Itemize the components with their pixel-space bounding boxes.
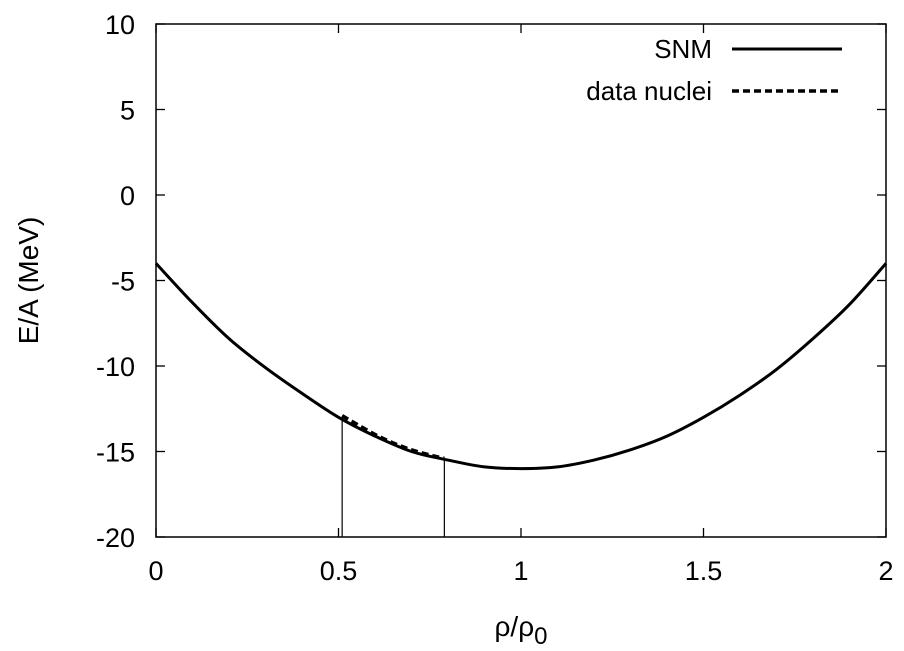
series-line-snm [154,262,888,471]
x-tick-label: 0 [148,556,163,586]
density-range-markers [341,417,445,537]
x-axis-label-subscript: 0 [534,623,547,650]
legend: SNM data nuclei [586,34,842,106]
y-tick-label: -15 [96,438,135,468]
x-axis-label-main: ρ/ρ [495,611,535,642]
legend-label: SNM [654,34,712,64]
legend-label: data nuclei [586,76,712,106]
plot-frame [155,23,887,538]
y-tick-label: -20 [96,523,135,553]
y-tick-label: 0 [120,181,135,211]
series-line-data-nuclei [341,414,445,461]
x-tick-label: 0.5 [320,556,358,586]
x-tick-label: 1.5 [685,556,723,586]
tick-marks [155,23,887,538]
x-tick-label: 2 [878,556,893,586]
y-axis-label: E/A (MeV) [13,217,44,345]
y-tick-label: 5 [120,96,135,126]
y-tick-label: -10 [96,352,135,382]
x-tick-label: 1 [513,556,528,586]
y-tick-labels: -20 -15 -10 -5 0 5 10 [96,10,135,553]
x-axis-label: ρ/ρ0 [495,611,548,650]
x-tick-labels: 0 0.5 1 1.5 2 [148,556,893,586]
series-group [154,262,888,471]
y-tick-label: -5 [111,267,135,297]
y-tick-label: 10 [105,10,135,40]
